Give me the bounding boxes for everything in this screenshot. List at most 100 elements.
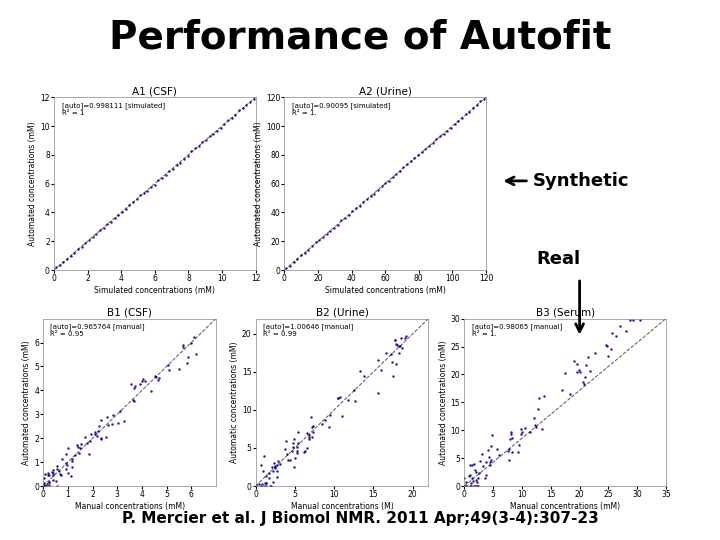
Point (335, 393, 346, 402)
Point (51, 464, 63, 473)
Point (145, 183, 157, 191)
Point (519, 424, 531, 433)
Point (299, 447, 310, 455)
Point (316, 420, 328, 429)
Point (533, 393, 544, 402)
Point (112, 211, 124, 219)
Point (260, 478, 271, 487)
Point (186, 339, 197, 348)
Point (323, 423, 335, 431)
Point (303, 430, 315, 439)
Point (301, 428, 312, 437)
Point (532, 405, 544, 414)
Point (127, 198, 139, 207)
Point (279, 444, 291, 453)
Point (324, 410, 336, 419)
Point (302, 246, 314, 255)
Point (611, 332, 622, 340)
Point (409, 154, 420, 163)
Point (449, 119, 461, 128)
Point (68, 248, 80, 257)
Point (582, 353, 594, 362)
Point (305, 413, 317, 422)
Point (38, 482, 50, 490)
Point (120, 205, 131, 214)
Point (385, 349, 397, 358)
Point (580, 373, 591, 381)
Point (61, 254, 73, 263)
Point (469, 465, 480, 474)
Point (494, 451, 505, 460)
Point (287, 439, 299, 448)
Point (485, 456, 497, 464)
Point (156, 173, 168, 182)
Point (54, 261, 66, 269)
Point (240, 101, 252, 110)
Point (142, 186, 153, 195)
Point (171, 160, 182, 169)
Point (271, 467, 283, 475)
Point (539, 392, 550, 401)
Point (361, 194, 373, 203)
Point (128, 397, 140, 406)
Point (253, 480, 265, 488)
Point (264, 469, 275, 478)
Point (287, 447, 298, 455)
Point (389, 336, 400, 345)
Point (464, 461, 475, 470)
Y-axis label: Automated concentrations (mM): Automated concentrations (mM) (28, 122, 37, 246)
Point (318, 233, 329, 242)
Title: B3 (Serum): B3 (Serum) (536, 308, 595, 318)
Point (233, 106, 245, 115)
Point (84, 436, 96, 445)
Point (38, 482, 50, 490)
Point (43, 471, 55, 480)
Point (260, 472, 271, 481)
Point (106, 420, 117, 428)
Point (461, 477, 472, 486)
Point (365, 192, 377, 200)
Point (94, 226, 106, 235)
Point (271, 461, 283, 469)
Point (153, 176, 164, 184)
Text: [auto]=1.00646 [manual]
R² = 0.99: [auto]=1.00646 [manual] R² = 0.99 (263, 323, 353, 338)
Point (127, 396, 139, 405)
Y-axis label: Automated concentrations (mM): Automated concentrations (mM) (438, 340, 448, 464)
Point (81, 439, 93, 448)
Text: [auto]=0.90095 [simulated]
R² = 1.: [auto]=0.90095 [simulated] R² = 1. (292, 103, 391, 116)
Point (160, 170, 171, 179)
Point (486, 430, 498, 439)
Point (136, 376, 148, 385)
Point (67, 455, 78, 464)
Point (266, 462, 278, 471)
Point (260, 478, 271, 487)
Point (303, 435, 315, 443)
Point (190, 350, 202, 359)
Point (564, 390, 576, 399)
Point (465, 482, 477, 490)
Point (288, 443, 300, 451)
Point (79, 433, 91, 442)
Point (37, 481, 49, 489)
Point (138, 374, 149, 383)
Point (480, 474, 491, 483)
Point (397, 163, 409, 172)
Point (485, 442, 497, 450)
Point (125, 379, 137, 388)
Point (222, 116, 234, 124)
Point (445, 123, 456, 132)
Point (359, 372, 370, 381)
Point (60, 465, 71, 474)
Point (295, 251, 307, 259)
Text: [auto]=0.998111 [simulated]
R² = 1: [auto]=0.998111 [simulated] R² = 1 (62, 103, 165, 116)
Point (504, 445, 516, 454)
Point (219, 119, 230, 128)
Point (579, 379, 590, 388)
X-axis label: Simulated concentrations (mM): Simulated concentrations (mM) (325, 286, 446, 295)
Point (391, 341, 402, 349)
Point (95, 435, 107, 443)
Point (513, 441, 525, 450)
Point (263, 474, 274, 482)
Point (174, 364, 185, 373)
Point (134, 380, 145, 388)
